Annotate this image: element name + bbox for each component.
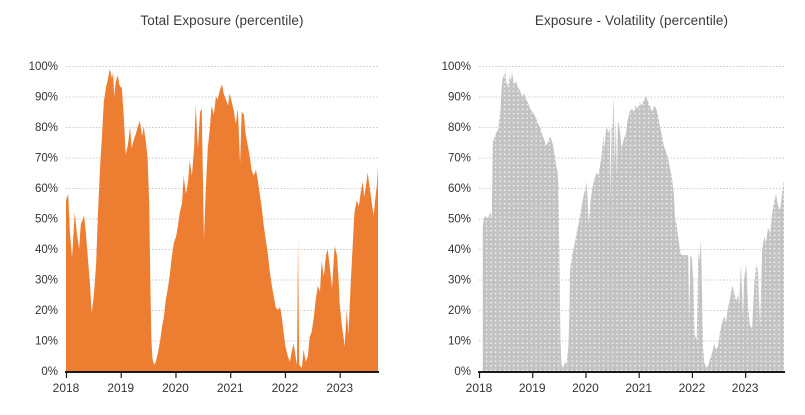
total-exposure-chart: Total Exposure (percentile) 2018 2019 2020… [0, 0, 400, 415]
chart-title-exposure-volatility: Exposure - Volatility (percentile) [534, 13, 729, 28]
y-tick-label: 20% [35, 305, 58, 317]
area-series [482, 69, 784, 372]
x-tick-label: 2023 [732, 381, 759, 395]
y-tick-label: 70% [35, 153, 58, 165]
y-tick-label: 20% [448, 305, 471, 317]
y-tick-label: 80% [448, 122, 471, 134]
y-tick-label: 10% [448, 336, 471, 348]
x-tick-label: 2021 [217, 381, 244, 395]
chart-title-total-exposure: Total Exposure (percentile) [140, 13, 304, 28]
y-tick-label: 40% [448, 244, 471, 256]
x-tick-label: 2022 [272, 381, 299, 395]
x-tick-label: 2018 [466, 381, 493, 395]
x-tick-label: 2021 [625, 381, 652, 395]
x-tick-label: 2020 [572, 381, 599, 395]
y-tick-label: 30% [35, 275, 58, 287]
y-tick-label: 30% [448, 275, 471, 287]
exposure-volatility-plot-area: 2018 2019 2020 2021 2022 2023 0% 10% 20% 30% 40% 50… [442, 61, 785, 395]
y-tick-label: 100% [442, 61, 471, 73]
y-tick-label: 60% [35, 183, 58, 195]
y-tick-label: 90% [448, 92, 471, 104]
x-tick-label: 2019 [107, 381, 134, 395]
y-tick-label: 0% [454, 366, 471, 378]
y-tick-label: 0% [41, 366, 58, 378]
x-tick-label: 2019 [519, 381, 546, 395]
y-tick-label: 50% [448, 214, 471, 226]
x-tick-label: 2018 [53, 381, 80, 395]
total-exposure-plot-area: 2018 2019 2020 2021 2022 2023 0% 10% 20% 30% 40% 50… [29, 61, 379, 395]
y-tick-label: 90% [35, 92, 58, 104]
y-tick-label: 40% [35, 244, 58, 256]
y-tick-label: 60% [448, 183, 471, 195]
y-tick-label: 70% [448, 153, 471, 165]
x-tick-label: 2020 [162, 381, 189, 395]
x-tick-label: 2022 [679, 381, 706, 395]
y-tick-label: 10% [35, 336, 58, 348]
y-tick-label: 50% [35, 214, 58, 226]
y-tick-label: 80% [35, 122, 58, 134]
exposure-volatility-chart: Exposure - Volatility (percentile) 2018 2… [400, 0, 805, 415]
area-series [66, 69, 378, 372]
y-tick-label: 100% [29, 61, 58, 73]
x-tick-label: 2023 [326, 381, 353, 395]
